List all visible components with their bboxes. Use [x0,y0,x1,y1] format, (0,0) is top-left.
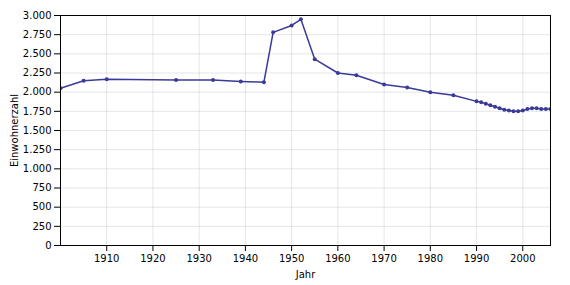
svg-text:1930: 1930 [186,253,211,264]
svg-text:Jahr: Jahr [295,269,316,280]
svg-text:1960: 1960 [325,253,350,264]
svg-text:2.250: 2.250 [23,67,52,78]
svg-text:1.000: 1.000 [23,163,52,174]
svg-text:1.250: 1.250 [23,144,52,155]
svg-text:1990: 1990 [464,253,489,264]
svg-text:Einwohnerzahl: Einwohnerzahl [9,94,20,167]
svg-text:1910: 1910 [94,253,119,264]
svg-text:2.750: 2.750 [23,29,52,40]
svg-text:0: 0 [45,240,51,251]
svg-text:1940: 1940 [233,253,258,264]
svg-text:2.500: 2.500 [23,48,52,59]
svg-text:250: 250 [32,221,51,232]
svg-text:1950: 1950 [279,253,304,264]
svg-text:1980: 1980 [418,253,443,264]
svg-text:1970: 1970 [371,253,396,264]
svg-text:750: 750 [32,182,51,193]
svg-text:1920: 1920 [140,253,165,264]
svg-text:1.750: 1.750 [23,106,52,117]
svg-text:2.000: 2.000 [23,86,52,97]
svg-text:500: 500 [32,201,51,212]
svg-text:2000: 2000 [510,253,535,264]
svg-text:3.000: 3.000 [23,10,52,21]
svg-text:1.500: 1.500 [23,125,52,136]
